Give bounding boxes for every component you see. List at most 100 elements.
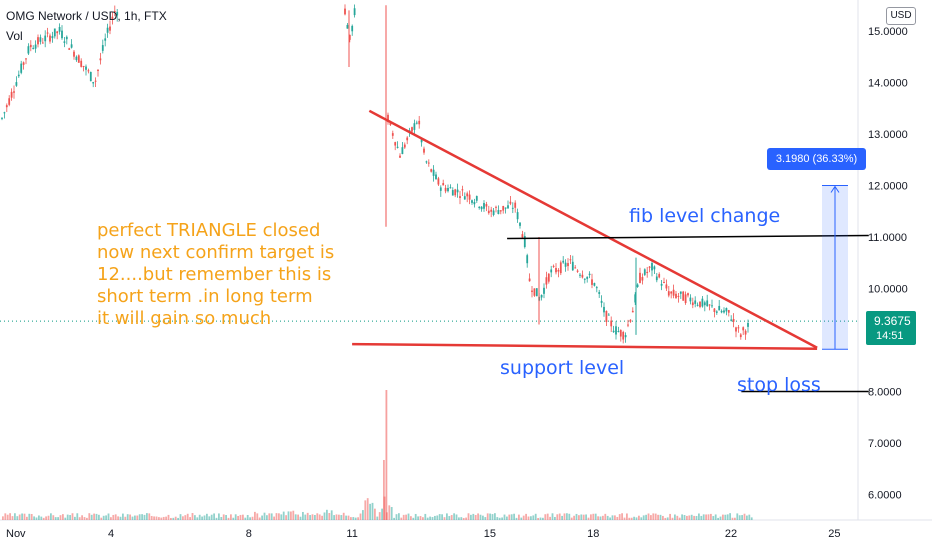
candle-body <box>528 278 531 282</box>
volume-bar <box>230 514 232 520</box>
volume-bar <box>621 513 623 520</box>
candle-body <box>703 302 706 306</box>
candle-body <box>574 267 577 269</box>
volume-bar <box>59 515 62 520</box>
volume-bar <box>546 513 549 520</box>
volume-bar <box>76 513 79 520</box>
candle-body <box>473 201 476 205</box>
volume-bar <box>366 498 369 520</box>
volume-bar <box>148 513 151 520</box>
volume-bar <box>686 515 688 520</box>
volume-bar <box>251 516 254 520</box>
volume-bar <box>318 514 321 520</box>
candle-body <box>550 269 553 273</box>
candle-body <box>459 196 461 198</box>
volume-bar <box>400 517 403 520</box>
volume-bar <box>570 517 573 520</box>
volume-bar <box>503 514 506 520</box>
x-tick-label: Nov <box>6 528 26 540</box>
candle-body <box>569 259 572 261</box>
volume-bar <box>465 517 467 520</box>
volume-bar <box>707 514 710 520</box>
candle-body <box>17 74 20 77</box>
volume-bar <box>522 515 525 520</box>
volume-bar <box>275 513 278 520</box>
candle-body <box>744 330 747 335</box>
candle-body <box>106 27 109 33</box>
volume-bar <box>431 517 434 520</box>
candle-body <box>531 290 533 292</box>
candle-body <box>667 291 670 296</box>
volume-label: Vol <box>6 29 23 43</box>
candle-body <box>682 291 685 301</box>
volume-bar <box>462 517 465 520</box>
volume-bar <box>287 511 290 520</box>
volume-bar <box>129 514 131 520</box>
volume-bar <box>266 515 268 520</box>
y-tick-label: 7.0000 <box>868 438 902 450</box>
candle-body <box>555 267 557 273</box>
volume-bar <box>410 516 412 520</box>
volume-bar <box>510 514 513 520</box>
volume-bar <box>66 514 69 520</box>
candle-body <box>610 320 613 327</box>
volume-bar <box>184 515 187 520</box>
volume-bar <box>527 516 530 520</box>
volume-bar <box>21 513 23 520</box>
triangle-note: perfect TRIANGLE closed now next confirm… <box>97 220 335 329</box>
candle-body <box>461 189 464 191</box>
volume-bar <box>443 517 446 520</box>
volume-bar <box>630 517 633 520</box>
volume-bar <box>731 517 734 520</box>
volume-bar <box>438 514 441 520</box>
candle-body <box>403 144 406 148</box>
candle-body <box>111 16 114 20</box>
volume-bar <box>628 517 631 520</box>
candle-body <box>521 234 524 238</box>
volume-bar <box>378 512 381 520</box>
candle-body <box>406 137 409 141</box>
volume-bar <box>705 514 707 520</box>
volume-bar <box>52 515 55 520</box>
candle-body <box>480 206 483 210</box>
candle-body <box>3 112 6 114</box>
y-tick-label: 6.0000 <box>868 490 902 502</box>
volume-bar <box>455 514 458 520</box>
volume-bar <box>374 508 376 520</box>
currency-button[interactable]: USD <box>886 7 916 25</box>
volume-bar <box>729 513 731 520</box>
volume-bar <box>678 517 681 520</box>
candle-body <box>425 161 428 163</box>
volume-bar <box>270 513 273 520</box>
candle-body <box>487 210 490 214</box>
candle-body <box>658 274 661 278</box>
volume-bar <box>114 514 117 520</box>
volume-bar <box>124 516 127 520</box>
candle-body <box>689 297 692 302</box>
volume-bar <box>407 513 410 520</box>
volume-bar <box>362 510 364 520</box>
volume-bar <box>95 513 98 520</box>
candle-body <box>646 271 649 273</box>
candle-body <box>514 202 517 208</box>
volume-bar <box>650 515 652 520</box>
candle-body <box>675 293 677 298</box>
candle-body <box>622 332 625 340</box>
candle-body <box>627 324 629 326</box>
volume-bar <box>74 516 76 520</box>
candle-body <box>639 272 641 283</box>
y-tick-label: 8.0000 <box>868 387 902 399</box>
candle-body <box>523 236 526 248</box>
volume-bar <box>69 515 71 520</box>
candle-body <box>612 330 615 333</box>
candle-body <box>8 98 11 105</box>
x-tick-label: 8 <box>246 528 252 540</box>
volume-bar <box>592 513 595 520</box>
candle-body <box>116 11 119 16</box>
volume-bar <box>4 513 7 520</box>
volume-bar <box>402 514 405 520</box>
candle-body <box>737 327 740 329</box>
candle-body <box>672 289 675 296</box>
volume-bar <box>42 517 45 520</box>
